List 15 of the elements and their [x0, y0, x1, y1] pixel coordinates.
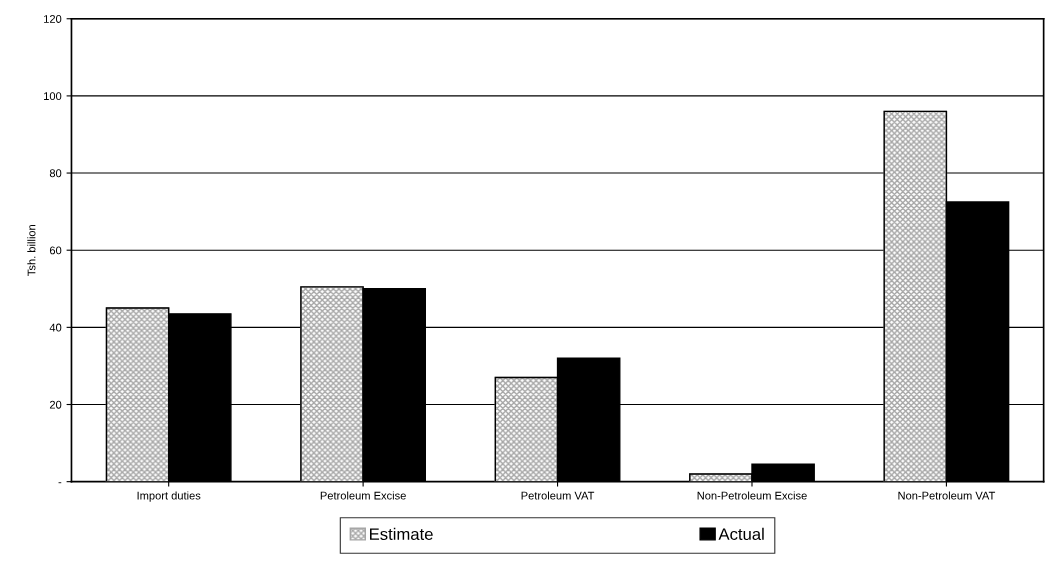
y-tick-label: 80	[49, 169, 62, 178]
x-tick-label: Petroleum VAT	[521, 491, 595, 500]
legend-label: Actual	[718, 527, 764, 541]
x-tick-label: Non-Petroleum VAT	[898, 491, 996, 500]
y-tick-label: 100	[44, 92, 62, 101]
y-tick-label: -	[58, 482, 62, 484]
y-axis-title: Tsh. billion	[27, 224, 36, 276]
y-tick-label: 60	[49, 246, 62, 255]
x-tick-label: Non-Petroleum Excise	[697, 491, 807, 500]
x-tick-label: Petroleum Excise	[320, 491, 406, 500]
x-tick-label: Import duties	[137, 491, 201, 502]
y-tick-label: 20	[49, 400, 62, 409]
y-tick-label: 40	[49, 323, 62, 332]
y-tick-label: 120	[44, 15, 62, 23]
legend-label: Estimate	[370, 527, 433, 541]
